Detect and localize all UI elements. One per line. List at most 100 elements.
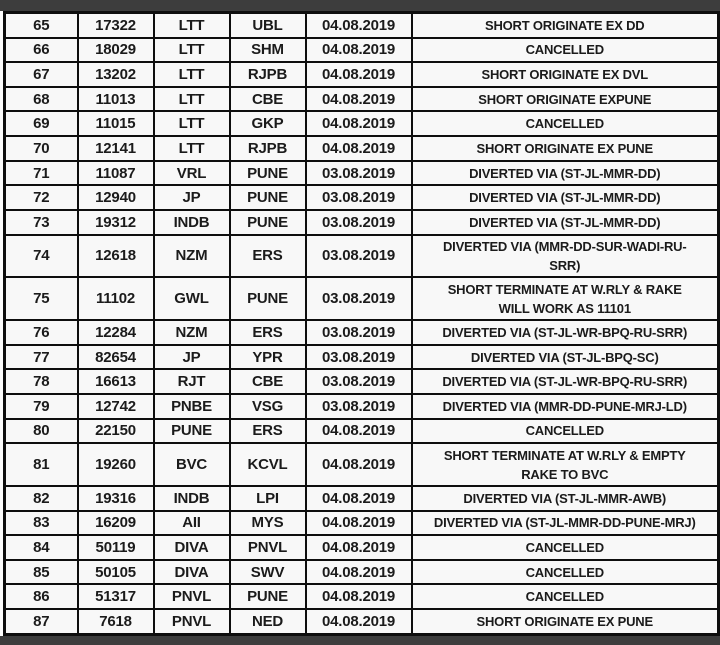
train-number-cell: 50105: [76, 558, 155, 586]
destination-station-cell: LPI: [228, 485, 307, 512]
origin-station-cell: PNBE: [152, 393, 231, 420]
destination-station-cell: ERS: [228, 233, 307, 279]
serial-number-cell: 87: [3, 608, 79, 636]
date-cell: 04.08.2019: [304, 110, 413, 138]
train-row: 81 19260 BVC KCVL 04.08.2019 SHORT TERMI…: [3, 442, 720, 488]
train-row: 75 11102 GWL PUNE 03.08.2019 SHORT TERMI…: [3, 276, 720, 322]
origin-station-cell: RJT: [152, 368, 231, 395]
origin-station-cell: PUNE: [152, 417, 231, 445]
serial-number-cell: 68: [3, 85, 79, 113]
remark-cell: DIVERTED VIA (ST-JL-WR-BPQ-RU-SRR): [410, 319, 720, 346]
serial-number-cell: 80: [3, 417, 79, 445]
destination-station-cell: RJPB: [228, 135, 307, 162]
train-number-cell: 12284: [76, 319, 155, 346]
train-number-cell: 7618: [76, 608, 155, 636]
date-cell: 04.08.2019: [304, 558, 413, 586]
serial-number-cell: 84: [3, 534, 79, 561]
train-row: 67 13202 LTT RJPB 04.08.2019 SHORT ORIGI…: [3, 61, 720, 88]
remark-cell: DIVERTED VIA (ST-JL-MMR-DD): [410, 184, 720, 211]
origin-station-cell: INDB: [152, 485, 231, 512]
remark-cell: DIVERTED VIA (ST-JL-MMR-DD): [410, 159, 720, 187]
train-row: 71 11087 VRL PUNE 03.08.2019 DIVERTED VI…: [3, 159, 720, 187]
remark-cell: SHORT TERMINATE AT W.RLY & EMPTY RAKE TO…: [410, 442, 720, 488]
train-number-cell: 19260: [76, 442, 155, 488]
remark-cell: DIVERTED VIA (ST-JL-MMR-AWB): [410, 485, 720, 512]
serial-number-cell: 85: [3, 558, 79, 586]
remark-cell: SHORT ORIGINATE EX PUNE: [410, 135, 720, 162]
train-row: 82 19316 INDB LPI 04.08.2019 DIVERTED VI…: [3, 485, 720, 512]
serial-number-cell: 81: [3, 442, 79, 488]
origin-station-cell: JP: [152, 184, 231, 211]
origin-station-cell: LTT: [152, 61, 231, 88]
train-row: 77 82654 JP YPR 03.08.2019 DIVERTED VIA …: [3, 343, 720, 371]
destination-station-cell: YPR: [228, 343, 307, 371]
train-row: 85 50105 DIVA SWV 04.08.2019 CANCELLED: [3, 558, 720, 586]
remark-cell: CANCELLED: [410, 36, 720, 64]
origin-station-cell: JP: [152, 343, 231, 371]
date-cell: 04.08.2019: [304, 534, 413, 561]
train-number-cell: 19312: [76, 208, 155, 236]
train-row: 68 11013 LTT CBE 04.08.2019 SHORT ORIGIN…: [3, 85, 720, 113]
train-status-table: 65 17322 LTT UBL 04.08.2019 SHORT ORIGIN…: [3, 11, 720, 636]
origin-station-cell: GWL: [152, 276, 231, 322]
date-cell: 04.08.2019: [304, 608, 413, 636]
remark-cell: DIVERTED VIA (MMR-DD-SUR-WADI-RU- SRR): [410, 233, 720, 279]
train-number-cell: 12141: [76, 135, 155, 162]
origin-station-cell: PNVL: [152, 583, 231, 611]
date-cell: 04.08.2019: [304, 485, 413, 512]
train-row: 86 51317 PNVL PUNE 04.08.2019 CANCELLED: [3, 583, 720, 611]
destination-station-cell: SHM: [228, 36, 307, 64]
serial-number-cell: 71: [3, 159, 79, 187]
origin-station-cell: INDB: [152, 208, 231, 236]
remark-cell: SHORT ORIGINATE EX DD: [410, 11, 720, 39]
destination-station-cell: PUNE: [228, 159, 307, 187]
remark-cell: CANCELLED: [410, 558, 720, 586]
destination-station-cell: KCVL: [228, 442, 307, 488]
train-number-cell: 16209: [76, 509, 155, 537]
destination-station-cell: ERS: [228, 417, 307, 445]
bottom-dark-bar: [0, 636, 720, 645]
serial-number-cell: 66: [3, 36, 79, 64]
destination-station-cell: PUNE: [228, 583, 307, 611]
origin-station-cell: LTT: [152, 135, 231, 162]
date-cell: 04.08.2019: [304, 135, 413, 162]
serial-number-cell: 76: [3, 319, 79, 346]
remark-cell: DIVERTED VIA (ST-JL-WR-BPQ-RU-SRR): [410, 368, 720, 395]
train-number-cell: 12940: [76, 184, 155, 211]
destination-station-cell: CBE: [228, 368, 307, 395]
date-cell: 03.08.2019: [304, 184, 413, 211]
origin-station-cell: LTT: [152, 85, 231, 113]
origin-station-cell: DIVA: [152, 534, 231, 561]
remark-cell: CANCELLED: [410, 417, 720, 445]
date-cell: 04.08.2019: [304, 36, 413, 64]
train-row: 73 19312 INDB PUNE 03.08.2019 DIVERTED V…: [3, 208, 720, 236]
train-number-cell: 11102: [76, 276, 155, 322]
train-number-cell: 13202: [76, 61, 155, 88]
date-cell: 03.08.2019: [304, 319, 413, 346]
train-number-cell: 11015: [76, 110, 155, 138]
date-cell: 03.08.2019: [304, 276, 413, 322]
serial-number-cell: 72: [3, 184, 79, 211]
remark-cell: CANCELLED: [410, 534, 720, 561]
destination-station-cell: UBL: [228, 11, 307, 39]
train-row: 83 16209 AII MYS 04.08.2019 DIVERTED VIA…: [3, 509, 720, 537]
train-number-cell: 17322: [76, 11, 155, 39]
train-row: 84 50119 DIVA PNVL 04.08.2019 CANCELLED: [3, 534, 720, 561]
destination-station-cell: GKP: [228, 110, 307, 138]
train-number-cell: 82654: [76, 343, 155, 371]
date-cell: 03.08.2019: [304, 233, 413, 279]
date-cell: 04.08.2019: [304, 85, 413, 113]
remark-cell: DIVERTED VIA (ST-JL-MMR-DD-PUNE-MRJ): [410, 509, 720, 537]
remark-cell: SHORT ORIGINATE EX DVL: [410, 61, 720, 88]
date-cell: 04.08.2019: [304, 509, 413, 537]
date-cell: 03.08.2019: [304, 159, 413, 187]
train-number-cell: 50119: [76, 534, 155, 561]
origin-station-cell: AII: [152, 509, 231, 537]
serial-number-cell: 75: [3, 276, 79, 322]
remark-cell: SHORT TERMINATE AT W.RLY & RAKE WILL WOR…: [410, 276, 720, 322]
train-row: 78 16613 RJT CBE 03.08.2019 DIVERTED VIA…: [3, 368, 720, 395]
origin-station-cell: LTT: [152, 110, 231, 138]
destination-station-cell: SWV: [228, 558, 307, 586]
train-row: 66 18029 LTT SHM 04.08.2019 CANCELLED: [3, 36, 720, 64]
